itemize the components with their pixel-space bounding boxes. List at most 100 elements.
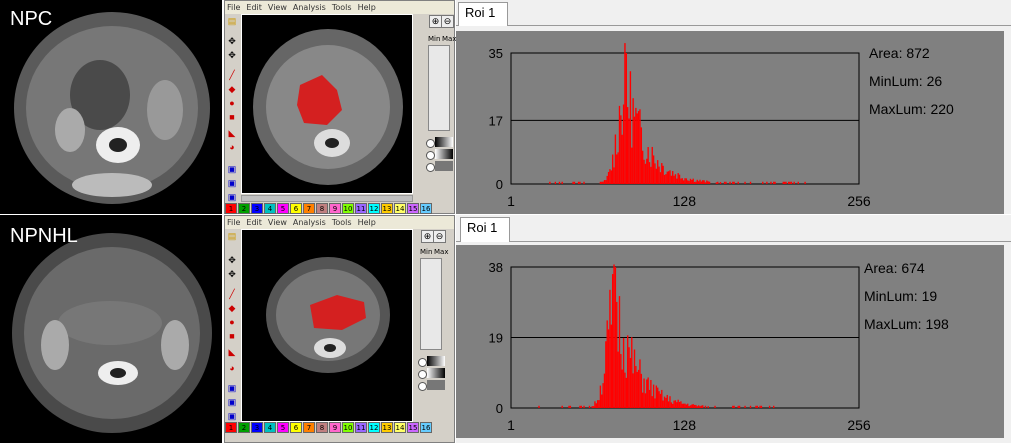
- zoom-out-icon[interactable]: ⊖: [441, 15, 454, 28]
- palette-color-9[interactable]: 9: [329, 422, 341, 433]
- palette-color-5[interactable]: 5: [277, 203, 289, 214]
- palette-color-12[interactable]: 12: [368, 203, 380, 214]
- layers-icon[interactable]: ▣: [227, 163, 237, 174]
- palette-color-3[interactable]: 3: [251, 422, 263, 433]
- menu-analysis[interactable]: Analysis: [292, 3, 326, 12]
- palette-color-2[interactable]: 2: [238, 203, 250, 214]
- histogram-bar: [646, 379, 648, 408]
- palette-color-14[interactable]: 14: [394, 422, 406, 433]
- lut-radio-2[interactable]: [426, 151, 435, 160]
- lut-radio-2[interactable]: [418, 370, 427, 379]
- stack-icon[interactable]: ▣: [227, 410, 237, 421]
- palette-color-15[interactable]: 15: [407, 422, 419, 433]
- lut-radio-1[interactable]: [426, 139, 435, 148]
- lut-radio-1[interactable]: [418, 358, 427, 367]
- histogram-bar: [658, 391, 660, 408]
- rectangle-tool-icon[interactable]: ■: [229, 112, 235, 122]
- stack-icon[interactable]: ▣: [227, 191, 237, 202]
- ellipse-tool-icon[interactable]: ●: [229, 98, 235, 108]
- open-folder-icon[interactable]: ▤: [227, 15, 237, 26]
- histogram-bar: [642, 392, 644, 408]
- fill-icon[interactable]: ◆: [228, 83, 236, 94]
- palette-color-6[interactable]: 6: [290, 422, 302, 433]
- rectangle-tool-icon[interactable]: ■: [229, 331, 235, 341]
- menu-file[interactable]: File: [227, 3, 241, 12]
- histogram-bar: [611, 274, 614, 408]
- pan-icon[interactable]: ✥: [228, 268, 236, 279]
- window-level-slider[interactable]: [428, 45, 450, 131]
- palette-color-15[interactable]: 15: [407, 203, 419, 214]
- image-viewer[interactable]: [241, 14, 413, 194]
- histogram-bar: [554, 181, 557, 184]
- palette-color-4[interactable]: 4: [264, 203, 276, 214]
- palette-color-8[interactable]: 8: [316, 422, 328, 433]
- menu-view[interactable]: View: [267, 3, 287, 12]
- palette-color-16[interactable]: 16: [420, 203, 432, 214]
- palette-color-4[interactable]: 4: [264, 422, 276, 433]
- freehand-tool-icon[interactable]: ◣: [228, 346, 236, 357]
- lut-radio-3[interactable]: [418, 382, 427, 391]
- palette-color-5[interactable]: 5: [277, 422, 289, 433]
- fill-icon[interactable]: ◆: [228, 302, 236, 313]
- roi-tool-icon[interactable]: ◕: [229, 142, 235, 152]
- histogram-bar: [725, 181, 727, 184]
- histogram-bar: [610, 170, 612, 184]
- menu-analysis[interactable]: Analysis: [292, 218, 326, 227]
- histogram-bar: [708, 181, 711, 184]
- palette-color-1[interactable]: 1: [225, 203, 237, 214]
- histogram-bar: [573, 181, 576, 184]
- palette-color-10[interactable]: 10: [342, 422, 354, 433]
- palette-color-8[interactable]: 8: [316, 203, 328, 214]
- menu-help[interactable]: Help: [357, 3, 376, 12]
- palette-color-11[interactable]: 11: [355, 422, 367, 433]
- x-tick-label: 1: [507, 193, 515, 209]
- palette-color-7[interactable]: 7: [303, 203, 315, 214]
- zoom-out-icon[interactable]: ⊖: [433, 230, 446, 243]
- move-icon[interactable]: ✥: [228, 35, 236, 46]
- viewer-scrollbar[interactable]: [241, 195, 413, 202]
- window-level-slider[interactable]: [420, 258, 442, 350]
- histogram-bar: [617, 351, 619, 408]
- palette-color-13[interactable]: 13: [381, 203, 393, 214]
- palette-color-9[interactable]: 9: [329, 203, 341, 214]
- menu-help[interactable]: Help: [357, 218, 376, 227]
- menu-view[interactable]: View: [267, 218, 287, 227]
- tab-roi-1[interactable]: Roi 1: [458, 2, 509, 26]
- palette-color-14[interactable]: 14: [394, 203, 406, 214]
- pan-icon[interactable]: ✥: [228, 49, 236, 60]
- menu-tools[interactable]: Tools: [331, 3, 352, 12]
- menu-edit[interactable]: Edit: [246, 3, 262, 12]
- menu-file[interactable]: File: [227, 218, 241, 227]
- lut-radio-3[interactable]: [426, 163, 435, 172]
- image-viewer[interactable]: [241, 229, 413, 422]
- open-folder-icon[interactable]: ▤: [227, 230, 237, 241]
- palette-color-6[interactable]: 6: [290, 203, 302, 214]
- histogram-bar: [538, 405, 540, 408]
- pencil-icon[interactable]: ╱: [229, 288, 235, 299]
- palette-color-11[interactable]: 11: [355, 203, 367, 214]
- palette-color-13[interactable]: 13: [381, 422, 393, 433]
- histogram-bar: [617, 152, 619, 184]
- tab-roi-1[interactable]: Roi 1: [460, 217, 511, 242]
- menu-tools[interactable]: Tools: [331, 218, 352, 227]
- move-icon[interactable]: ✥: [228, 254, 236, 265]
- histogram-bar: [678, 174, 681, 184]
- palette-color-7[interactable]: 7: [303, 422, 315, 433]
- palette-color-12[interactable]: 12: [368, 422, 380, 433]
- copy-icon[interactable]: ▣: [227, 177, 237, 188]
- histogram-bar: [629, 71, 632, 184]
- copy-icon[interactable]: ▣: [227, 396, 237, 407]
- histogram-bar: [622, 104, 625, 184]
- palette-color-2[interactable]: 2: [238, 422, 250, 433]
- layers-icon[interactable]: ▣: [227, 382, 237, 393]
- palette-color-16[interactable]: 16: [420, 422, 432, 433]
- palette-color-10[interactable]: 10: [342, 203, 354, 214]
- freehand-tool-icon[interactable]: ◣: [228, 127, 236, 138]
- histogram-bar: [738, 405, 741, 408]
- palette-color-1[interactable]: 1: [225, 422, 237, 433]
- ellipse-tool-icon[interactable]: ●: [229, 317, 235, 327]
- pencil-icon[interactable]: ╱: [229, 69, 235, 80]
- menu-edit[interactable]: Edit: [246, 218, 262, 227]
- roi-tool-icon[interactable]: ◕: [229, 363, 235, 373]
- palette-color-3[interactable]: 3: [251, 203, 263, 214]
